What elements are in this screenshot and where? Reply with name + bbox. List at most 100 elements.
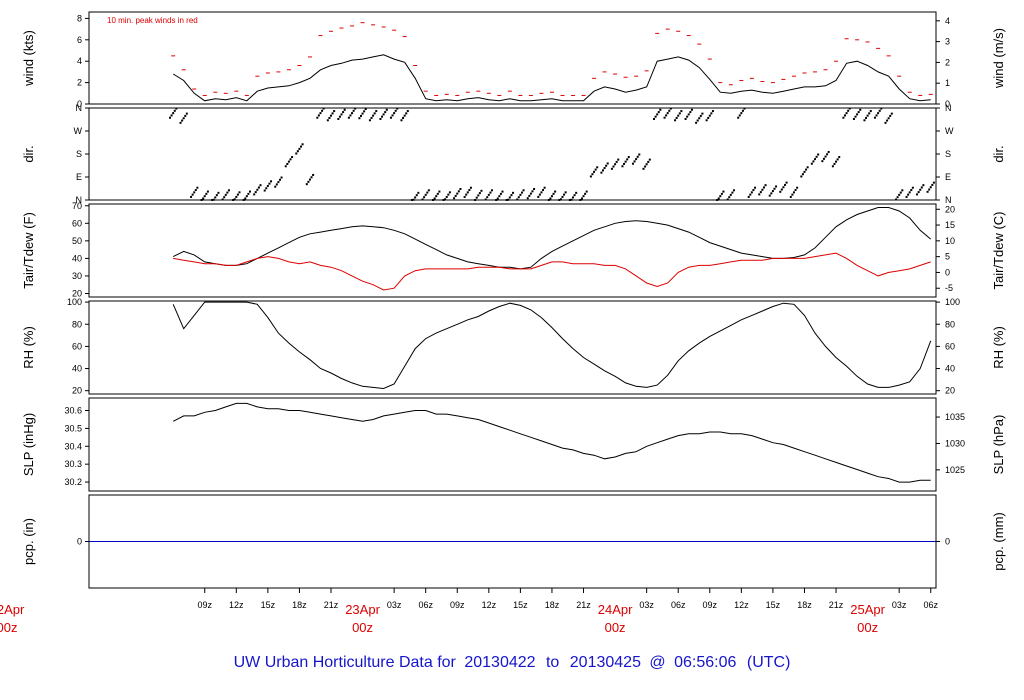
dir-point xyxy=(621,165,624,168)
dir-point xyxy=(233,198,236,201)
y-tick-label-left: 0 xyxy=(77,99,82,109)
y-tick-label-left: 50 xyxy=(72,236,82,246)
dir-point xyxy=(663,116,666,119)
x-tick-label: 06z xyxy=(671,600,686,610)
dir-point xyxy=(459,188,462,191)
dir-point xyxy=(865,116,868,119)
y-axis-title-left: wind (kts) xyxy=(21,30,36,87)
dir-point xyxy=(615,160,618,163)
dir-point xyxy=(614,163,617,166)
dir-point xyxy=(400,119,403,122)
dir-point xyxy=(647,160,650,163)
y-axis-title-left: Tair/Tdew (F) xyxy=(21,212,36,289)
dir-point xyxy=(200,199,203,201)
dir-point xyxy=(785,181,788,184)
dir-point xyxy=(447,193,450,196)
dir-point xyxy=(910,189,913,192)
dir-point xyxy=(747,195,750,198)
dir-point xyxy=(172,112,175,115)
dir-point xyxy=(454,194,457,197)
dir-point xyxy=(259,184,262,187)
dir-point xyxy=(875,114,878,117)
y-tick-label-right: S xyxy=(945,149,951,159)
dir-point xyxy=(877,112,880,115)
dir-point xyxy=(707,116,710,119)
dir-point xyxy=(686,115,689,118)
dir-point xyxy=(854,115,857,118)
dir-point xyxy=(717,197,720,200)
dir-point xyxy=(826,153,829,156)
y-axis-title-left: SLP (inHg) xyxy=(21,413,36,476)
dir-point xyxy=(181,119,184,122)
date-label-time: 00z xyxy=(857,620,878,635)
dir-point xyxy=(821,160,824,163)
y-axis-title-right: wind (m/s) xyxy=(991,28,1006,89)
dir-point xyxy=(677,114,680,117)
dir-point xyxy=(750,191,753,194)
dir-point xyxy=(801,173,804,176)
dir-point xyxy=(286,162,289,165)
dir-point xyxy=(305,183,308,186)
y-tick-label-left: 100 xyxy=(67,297,82,307)
dir-point xyxy=(268,182,271,185)
y-tick-label-left: W xyxy=(74,126,83,136)
y-tick-label-left: 70 xyxy=(72,201,82,211)
dir-point xyxy=(886,119,889,122)
dir-point xyxy=(245,195,248,198)
dir-point xyxy=(698,117,701,120)
y-axis-title-left: pcp. (in) xyxy=(21,518,36,565)
dir-point xyxy=(580,197,583,200)
dir-point xyxy=(385,108,388,111)
dir-point xyxy=(873,116,876,119)
dir-point xyxy=(278,178,281,181)
dir-point xyxy=(342,111,345,114)
dir-point xyxy=(196,186,199,189)
series-line-0 xyxy=(172,402,931,483)
dir-point xyxy=(638,153,641,156)
dir-point xyxy=(319,112,322,115)
dir-point xyxy=(601,169,604,172)
y-tick-label-right: -5 xyxy=(945,283,953,293)
dir-point xyxy=(568,199,571,201)
dir-point xyxy=(340,113,343,116)
dir-point xyxy=(227,189,230,192)
dir-point xyxy=(263,189,266,192)
dir-point xyxy=(838,156,841,159)
dir-point xyxy=(194,189,197,192)
dir-point xyxy=(221,198,224,201)
dir-point xyxy=(926,190,929,193)
dir-point xyxy=(708,114,711,117)
dir-point xyxy=(835,160,838,163)
dir-point xyxy=(659,108,662,111)
dir-point xyxy=(175,107,178,110)
dir-point xyxy=(631,162,634,165)
y-tick-label-left: E xyxy=(76,172,82,182)
dir-point xyxy=(352,109,355,112)
dir-point xyxy=(270,180,273,183)
dir-point xyxy=(582,195,585,198)
dir-point xyxy=(898,193,901,196)
y-tick-label-right: 0 xyxy=(945,537,950,547)
hour-tick-labels: 09z 12z 15z 18z 21z 03z 06z 09z 12z 15z 18z 21z 03z 0… xyxy=(197,588,938,610)
dir-point xyxy=(206,190,209,193)
dir-point xyxy=(758,193,761,196)
dir-point xyxy=(190,195,193,198)
dir-point xyxy=(265,187,268,190)
dir-point xyxy=(645,163,648,166)
y-tick-label-right: 0 xyxy=(945,99,950,109)
x-tick-label: 15z xyxy=(766,600,781,610)
dir-point xyxy=(612,165,615,168)
dir-point xyxy=(533,188,536,191)
dir-point xyxy=(564,191,567,194)
dir-point xyxy=(666,112,669,115)
dir-point xyxy=(610,167,613,170)
dir-point xyxy=(570,198,573,201)
dir-point xyxy=(217,191,220,194)
dir-point xyxy=(824,155,827,158)
dir-point xyxy=(845,112,848,115)
dir-point xyxy=(859,108,862,111)
y-tick-label-right: 80 xyxy=(945,319,955,329)
dir-point xyxy=(617,158,620,161)
dir-point xyxy=(508,196,511,199)
dir-point xyxy=(379,117,382,120)
